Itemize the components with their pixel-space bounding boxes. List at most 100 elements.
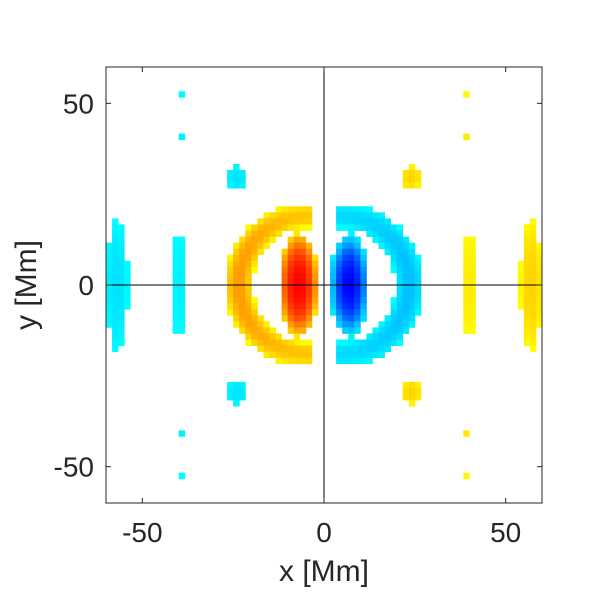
- heatmap-cell: [299, 272, 307, 280]
- heatmap-cell: [414, 176, 422, 183]
- heatmap-cell: [330, 278, 337, 286]
- y-axis-label: y [Mm]: [10, 240, 43, 330]
- heatmap-cell: [354, 327, 361, 334]
- heatmap-cell: [414, 272, 422, 280]
- heatmap-cell: [348, 218, 355, 225]
- heatmap-cell: [106, 254, 113, 262]
- heatmap-cell: [390, 327, 398, 334]
- heatmap-cell: [245, 321, 252, 328]
- heatmap-cell: [469, 303, 476, 310]
- heatmap-cell: [305, 218, 313, 225]
- heatmap-cell: [233, 285, 240, 292]
- heatmap-cell: [529, 291, 537, 298]
- heatmap-cell: [390, 309, 398, 316]
- heatmap-cell: [378, 236, 385, 244]
- heatmap-cell: [281, 260, 289, 268]
- heatmap-cell: [227, 169, 234, 177]
- heatmap-cell: [348, 345, 355, 353]
- heatmap-cell: [311, 309, 319, 316]
- heatmap-cell: [257, 345, 264, 353]
- heatmap-cell: [469, 242, 476, 250]
- heatmap-cell: [463, 278, 470, 286]
- heatmap-cell: [384, 218, 392, 225]
- heatmap-cell: [348, 309, 355, 316]
- heatmap-cell: [118, 230, 125, 237]
- heatmap-cell: [293, 254, 301, 262]
- heatmap-cell: [360, 218, 367, 225]
- heatmap-cell: [233, 400, 240, 407]
- heatmap-cell: [336, 285, 343, 292]
- heatmap-cell: [299, 254, 307, 262]
- heatmap-cell: [402, 387, 410, 395]
- heatmap-cell: [287, 254, 295, 262]
- heatmap-cell: [178, 272, 186, 280]
- heatmap-cell: [402, 303, 410, 310]
- heatmap-cell: [354, 254, 361, 262]
- heatmap-cell: [396, 224, 404, 231]
- heatmap-cell: [348, 357, 355, 365]
- heatmap-cell: [293, 327, 301, 334]
- heatmap-cell: [275, 345, 283, 353]
- heatmap-cell: [251, 297, 258, 304]
- heatmap-cell: [366, 339, 373, 346]
- heatmap-cell: [402, 254, 410, 262]
- heatmap-cell: [112, 224, 119, 231]
- heatmap-cell: [245, 272, 252, 280]
- heatmap-cell: [257, 327, 264, 334]
- heatmap-cell: [124, 260, 131, 268]
- heatmap-cell: [178, 248, 186, 256]
- heatmap-cell: [233, 278, 240, 286]
- heatmap-cell: [287, 285, 295, 292]
- heatmap-cell: [293, 321, 301, 328]
- heatmap-cell: [523, 285, 531, 292]
- heatmap-cell: [178, 297, 186, 304]
- heatmap-cell: [396, 236, 404, 244]
- heatmap-cell: [463, 309, 470, 316]
- heatmap-cell: [299, 248, 307, 256]
- heatmap-cell: [348, 291, 355, 298]
- heatmap-cell: [529, 333, 537, 340]
- heatmap-cell: [384, 345, 392, 353]
- heatmap-cell: [463, 133, 470, 141]
- heatmap-cell: [106, 315, 113, 322]
- heatmap-cell: [469, 236, 476, 244]
- heatmap-cell: [257, 224, 264, 231]
- heatmap-cell: [402, 260, 410, 268]
- heatmap-cell: [336, 212, 343, 219]
- heatmap-cell: [281, 303, 289, 310]
- heatmap-cell: [112, 266, 119, 274]
- heatmap-cell: [118, 224, 125, 231]
- heatmap-cell: [305, 345, 313, 353]
- heatmap-cell: [523, 236, 531, 244]
- heatmap-cell: [112, 278, 119, 286]
- heatmap-cell: [517, 297, 525, 304]
- heatmap-cell: [239, 266, 246, 274]
- heatmap-cell: [269, 345, 276, 353]
- heatmap-cell: [305, 321, 313, 328]
- heatmap-cell: [390, 303, 398, 310]
- heatmap-cell: [311, 291, 319, 298]
- heatmap-cell: [172, 266, 180, 274]
- heatmap-cell: [336, 260, 343, 268]
- heatmap-cell: [360, 272, 367, 280]
- heatmap-cell: [336, 303, 343, 310]
- heatmap-cell: [366, 224, 373, 231]
- x-tick-label: -50: [122, 517, 162, 548]
- heatmap-cell: [523, 266, 531, 274]
- x-tick-label: 50: [490, 517, 521, 548]
- heatmap-cell: [330, 254, 337, 262]
- heatmap-cell: [523, 309, 531, 316]
- heatmap-cell: [299, 351, 307, 359]
- heatmap-cell: [305, 303, 313, 310]
- heatmap-cell: [287, 260, 295, 268]
- heatmap-cell: [172, 321, 180, 328]
- heatmap-cell: [535, 266, 543, 274]
- heatmap-cell: [408, 321, 416, 328]
- heatmap-cell: [469, 321, 476, 328]
- heatmap-cell: [311, 278, 319, 286]
- heatmap-cell: [402, 285, 410, 292]
- heatmap-cell: [178, 254, 186, 262]
- heatmap-cell: [396, 333, 404, 340]
- heatmap-cell: [178, 321, 186, 328]
- heatmap-cell: [354, 315, 361, 322]
